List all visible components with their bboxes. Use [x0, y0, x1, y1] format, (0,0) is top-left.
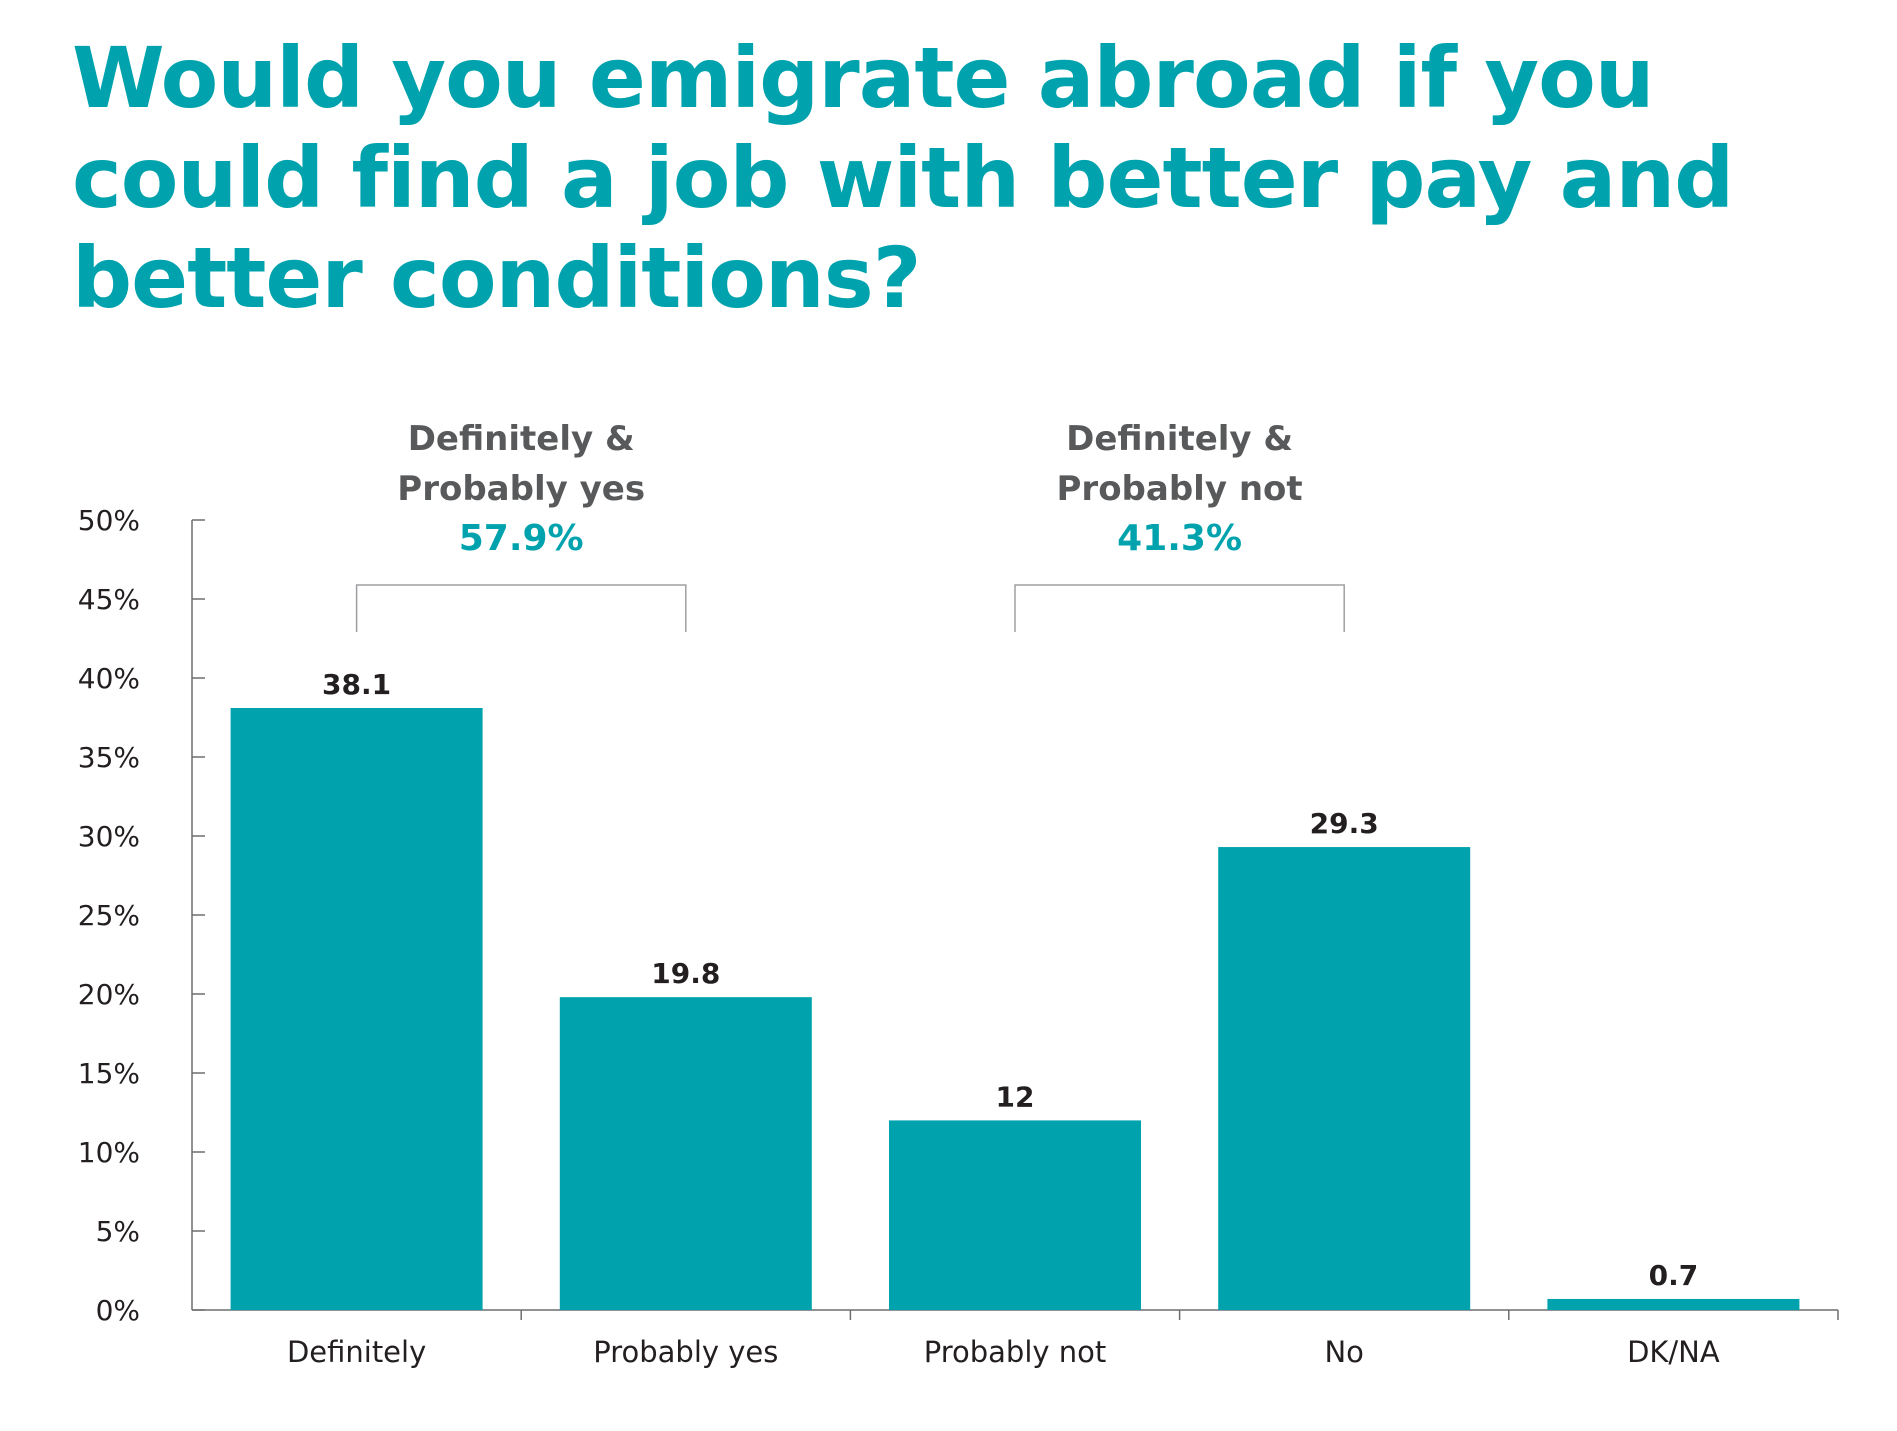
y-tick-label: 0%: [96, 1294, 140, 1327]
y-tick-label: 20%: [78, 978, 140, 1011]
y-axis: 0% 5% 10% 15% 20% 25% 30% 35% 40% 45% 50%: [78, 504, 205, 1327]
annotation-value: 41.3%: [1117, 518, 1242, 559]
group-not: Definitely & Probably not 41.3%: [1014, 419, 1345, 632]
annotation-label: Probably yes: [397, 469, 645, 509]
data-label: 12: [996, 1080, 1035, 1113]
y-tick-label: 5%: [96, 1215, 140, 1248]
x-tick-label: DK/NA: [1627, 1335, 1720, 1369]
group-yes: Definitely & Probably yes 57.9%: [355, 419, 687, 632]
x-axis: Definitely Probably yes Probably not No DK/N…: [192, 1309, 1839, 1369]
y-tick-label: 30%: [78, 820, 140, 853]
data-label: 19.8: [651, 957, 720, 990]
y-tick-label: 50%: [78, 504, 140, 537]
annotation-bracket: [355, 584, 687, 632]
annotation-bracket: [1014, 584, 1345, 632]
x-tick-label: Definitely: [287, 1335, 426, 1369]
annotation-label: Definitely &: [408, 419, 635, 459]
x-tick-label: Probably not: [924, 1335, 1107, 1369]
bar: [1547, 1298, 1800, 1310]
group-annotations: Definitely &Probably yes57.9%Definitely …: [355, 419, 1345, 632]
y-tick-label: 15%: [78, 1057, 140, 1090]
bar: [1218, 847, 1471, 1310]
y-tick-label: 35%: [78, 741, 140, 774]
bars: 38.1 19.8 12 29.3 0.7: [230, 668, 1800, 1310]
annotation-label: Probably not: [1057, 469, 1303, 509]
y-tick-label: 45%: [78, 583, 140, 616]
x-tick-label: Probably yes: [593, 1335, 778, 1369]
annotation-label: Definitely &: [1066, 419, 1293, 459]
bar: [889, 1120, 1141, 1310]
y-tick-label: 10%: [78, 1136, 140, 1169]
chart-title: Would you emigrate abroad if you could f…: [72, 29, 1734, 327]
y-tick-label: 40%: [78, 662, 140, 695]
annotation-value: 57.9%: [459, 518, 584, 559]
data-label: 29.3: [1310, 807, 1379, 840]
data-label: 0.7: [1649, 1259, 1699, 1292]
bar: [230, 708, 483, 1310]
y-tick-label: 25%: [78, 899, 140, 932]
data-label: 38.1: [322, 668, 391, 701]
x-tick-label: No: [1324, 1335, 1363, 1369]
bar: [559, 997, 812, 1310]
